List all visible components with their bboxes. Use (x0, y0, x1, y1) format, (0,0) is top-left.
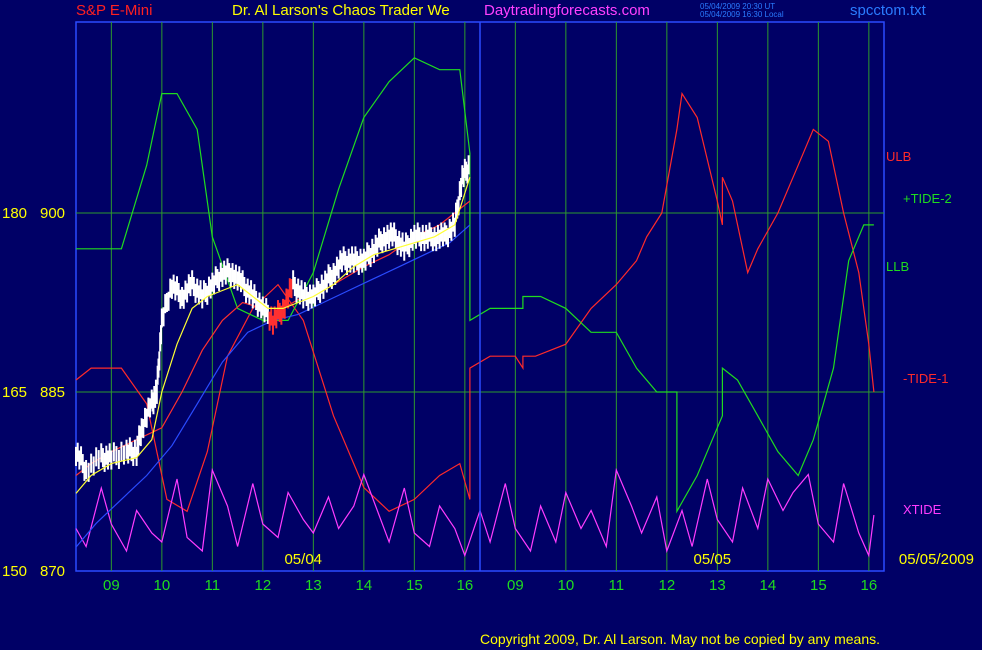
x-tick-label: 16 (457, 577, 474, 594)
llb-line (76, 57, 874, 514)
price-layer (75, 155, 471, 548)
x-tick-label: 15 (406, 577, 423, 594)
grid-lines (76, 22, 884, 571)
x-tick-label: 10 (154, 577, 171, 594)
ma-yellow-line (75, 177, 471, 494)
y-axis-label-outer: 150 (2, 563, 27, 580)
xtide-layer (75, 467, 875, 558)
x-tick-label: 11 (205, 577, 221, 594)
right-label-ulb: ULB (886, 149, 911, 164)
x-tick-label: 13 (709, 577, 726, 594)
x-tick-label: 16 (861, 577, 878, 594)
y-axis-label-inner: 885 (40, 384, 65, 401)
filename-label: spcctom.txt (850, 2, 926, 19)
instrument-title: S&P E-Mini (76, 2, 153, 19)
y-axis-label-inner: 900 (40, 205, 65, 222)
right-label-tide1: -TIDE-1 (903, 371, 949, 386)
chart-title: Dr. Al Larson's Chaos Trader We (232, 2, 450, 19)
right-label-xtide: XTIDE (903, 502, 942, 517)
axis-labels: 180 900 165 885 150 870 09 10 11 12 13 14 15 16 09 10 11… (2, 149, 974, 594)
date-label-day2: 05/05 (694, 551, 732, 568)
date-label-day1: 05/04 (284, 551, 322, 568)
ma-blue-line (75, 224, 471, 548)
y-axis-label-outer: 165 (2, 384, 27, 401)
x-tick-label: 12 (659, 577, 676, 594)
x-tick-label: 09 (507, 577, 524, 594)
y-axis-label-outer: 180 (2, 205, 27, 222)
copyright-notice: Copyright 2009, Dr. Al Larson. May not b… (480, 631, 881, 647)
y-axis-label-inner: 870 (40, 563, 65, 580)
xtide-line (75, 467, 875, 558)
timestamp-ut: 05/04/2009 20:30 UT (700, 2, 776, 11)
x-tick-label: 11 (609, 577, 625, 594)
x-tick-label: 10 (558, 577, 575, 594)
ulb-line (75, 91, 875, 513)
timestamp-local: 05/04/2009 16:30 Local (700, 10, 784, 19)
bands-layer (75, 57, 875, 514)
x-tick-label: 15 (810, 577, 827, 594)
right-label-llb: LLB (886, 259, 909, 274)
x-tick-label: 09 (103, 577, 120, 594)
right-label-tide2: +TIDE-2 (903, 191, 952, 206)
x-tick-label: 14 (356, 577, 373, 594)
x-tick-label: 13 (305, 577, 322, 594)
x-tick-label: 12 (255, 577, 272, 594)
x-tick-label: 14 (760, 577, 777, 594)
website-link[interactable]: Daytradingforecasts.com (484, 2, 650, 19)
date-label-full: 05/05/2009 (899, 551, 974, 568)
